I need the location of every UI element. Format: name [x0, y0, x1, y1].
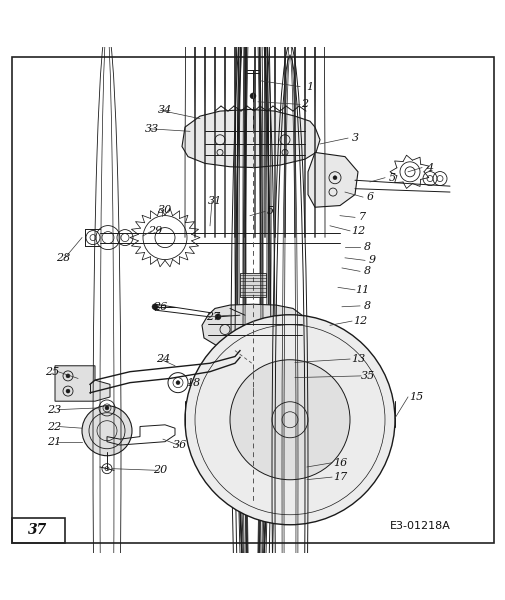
Text: 6: 6	[366, 192, 373, 202]
Circle shape	[66, 389, 70, 393]
Circle shape	[105, 406, 109, 410]
Circle shape	[249, 93, 256, 99]
Text: 5: 5	[266, 206, 273, 217]
Text: 4: 4	[426, 163, 433, 173]
Text: 16: 16	[332, 458, 346, 468]
Text: 27: 27	[206, 312, 220, 322]
Text: 20: 20	[153, 466, 167, 475]
Text: 34: 34	[158, 105, 172, 115]
Text: E3-01218A: E3-01218A	[389, 521, 449, 531]
Polygon shape	[308, 152, 358, 207]
Circle shape	[82, 406, 132, 456]
Text: 8: 8	[363, 301, 370, 311]
Text: 2: 2	[301, 100, 308, 109]
Text: 7: 7	[358, 212, 365, 223]
Text: 23: 23	[47, 404, 61, 415]
Text: 13: 13	[350, 354, 365, 364]
Bar	[12, 518, 65, 543]
Text: 35: 35	[360, 371, 374, 381]
Text: 1: 1	[306, 82, 313, 92]
Circle shape	[176, 380, 180, 385]
Text: 15: 15	[408, 392, 422, 402]
Text: 21: 21	[47, 437, 61, 446]
Circle shape	[215, 314, 221, 320]
Polygon shape	[182, 109, 319, 167]
Text: 36: 36	[173, 440, 187, 450]
Circle shape	[66, 374, 70, 378]
Circle shape	[230, 360, 349, 480]
Text: 3: 3	[351, 133, 358, 143]
Text: 9: 9	[368, 256, 375, 265]
Text: 31: 31	[208, 196, 222, 206]
Polygon shape	[201, 304, 305, 352]
Text: 5: 5	[388, 173, 395, 183]
Text: 11: 11	[354, 285, 368, 295]
Text: 12: 12	[352, 316, 367, 326]
FancyBboxPatch shape	[239, 273, 266, 298]
Text: 30: 30	[158, 205, 172, 215]
Text: 24: 24	[156, 354, 170, 364]
Text: 8: 8	[363, 266, 370, 277]
Text: 37: 37	[28, 523, 47, 537]
Circle shape	[152, 304, 158, 310]
Polygon shape	[55, 366, 110, 401]
Text: 29: 29	[147, 226, 162, 236]
Text: 17: 17	[332, 472, 346, 482]
Circle shape	[185, 315, 394, 525]
Text: 26: 26	[153, 302, 167, 312]
Text: 12: 12	[350, 226, 365, 236]
Circle shape	[332, 176, 336, 180]
Text: 33: 33	[144, 124, 159, 134]
Text: 22: 22	[47, 421, 61, 431]
Text: 18: 18	[185, 377, 200, 388]
Text: 28: 28	[56, 253, 70, 263]
Text: 25: 25	[45, 367, 59, 377]
Text: 8: 8	[363, 242, 370, 252]
